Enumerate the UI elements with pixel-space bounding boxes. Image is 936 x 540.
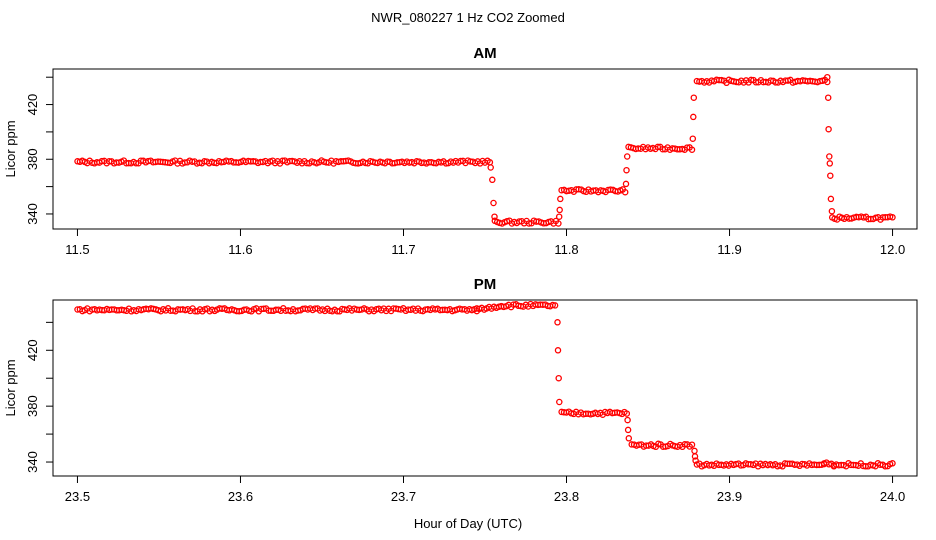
am-xtick-label: 11.5 — [65, 242, 89, 257]
am-data-point — [621, 188, 629, 196]
am-ylabel: Licor ppm — [3, 120, 18, 177]
am-xtick-label: 11.8 — [554, 242, 578, 257]
pm-data-point — [889, 460, 896, 467]
am-xtick-label: 12.0 — [880, 242, 905, 257]
am-data-point — [525, 220, 533, 227]
pm-transition-point — [555, 374, 562, 382]
am-transition-point — [487, 164, 494, 171]
am-xtick-label: 11.6 — [228, 242, 252, 257]
pm-transition-point — [624, 416, 631, 424]
am-ytick-label: 420 — [25, 94, 40, 116]
am-transition-point — [555, 213, 563, 220]
am-transition-point — [491, 213, 498, 220]
am-data-points — [74, 73, 896, 227]
am-ytick-label: 380 — [25, 148, 40, 170]
pm-xtick-label: 23.5 — [65, 489, 90, 504]
pm-transition-point — [624, 426, 632, 434]
pm-data-point — [549, 301, 556, 309]
am-data-point — [889, 214, 896, 221]
am-transition-point — [690, 94, 698, 101]
am-transition-point — [623, 153, 631, 160]
am-transition-point — [690, 113, 697, 121]
figure-title: NWR_080227 1 Hz CO2 Zoomed — [371, 10, 565, 25]
am-plot-frame — [52, 68, 918, 230]
figure-xlabel: Hour of Day (UTC) — [414, 516, 522, 531]
am-panel: AM Licor ppm 11.5 11.6 11.7 11.8 11.9 12.0 340 38… — [3, 45, 918, 257]
pm-xtick-label: 23.6 — [228, 489, 253, 504]
am-data-point — [654, 143, 662, 151]
pm-xtick-label: 23.8 — [554, 489, 579, 504]
pm-xtick-label: 23.9 — [717, 489, 742, 504]
pm-xtick-label: 23.7 — [391, 489, 416, 504]
pm-plot-frame — [52, 299, 918, 477]
pm-transition-point — [554, 347, 562, 354]
am-transition-point — [824, 73, 831, 81]
am-xtick-label: 11.7 — [391, 242, 415, 257]
am-transition-point — [623, 166, 630, 174]
am-transition-point — [489, 176, 496, 184]
am-transition-point — [689, 135, 697, 142]
am-data-point — [503, 217, 511, 225]
pm-ytick-label: 340 — [25, 451, 40, 473]
am-transition-point — [828, 207, 836, 215]
pm-transition-point — [692, 457, 699, 464]
am-transition-point — [827, 172, 834, 179]
pm-ytick-label: 380 — [25, 395, 40, 417]
am-transition-point — [490, 199, 497, 207]
am-data-point — [747, 76, 755, 84]
pm-xtick-label: 24.0 — [880, 489, 905, 504]
pm-panel-title: PM — [474, 276, 497, 293]
am-transition-point — [825, 125, 832, 133]
pm-data-points — [74, 300, 896, 470]
pm-transition-point — [691, 447, 698, 455]
am-data-point — [555, 220, 562, 227]
pm-data-point — [551, 302, 559, 309]
pm-data-point — [623, 410, 631, 417]
am-transition-point — [824, 94, 832, 101]
am-ytick-label: 340 — [25, 203, 40, 225]
am-data-point — [688, 146, 696, 153]
am-transition-point — [826, 160, 834, 167]
pm-transition-point — [554, 319, 561, 326]
am-transition-point — [622, 180, 630, 188]
am-transition-point — [556, 206, 563, 214]
pm-ylabel: Licor ppm — [3, 359, 18, 416]
am-panel-title: AM — [473, 45, 496, 62]
pm-panel: PM Licor ppm 23.5 23.6 23.7 23.8 23.9 24.0 340 38… — [3, 276, 918, 504]
am-transition-point — [826, 153, 833, 160]
pm-ytick-label: 420 — [25, 339, 40, 361]
am-xtick-label: 11.9 — [717, 242, 741, 257]
am-transition-point — [827, 195, 835, 203]
pm-transition-point — [556, 398, 563, 406]
pm-transition-point — [625, 435, 633, 442]
pm-transition-point — [691, 453, 699, 460]
am-transition-point — [557, 195, 564, 203]
am-data-point — [132, 159, 140, 167]
pm-data-point — [688, 441, 696, 448]
